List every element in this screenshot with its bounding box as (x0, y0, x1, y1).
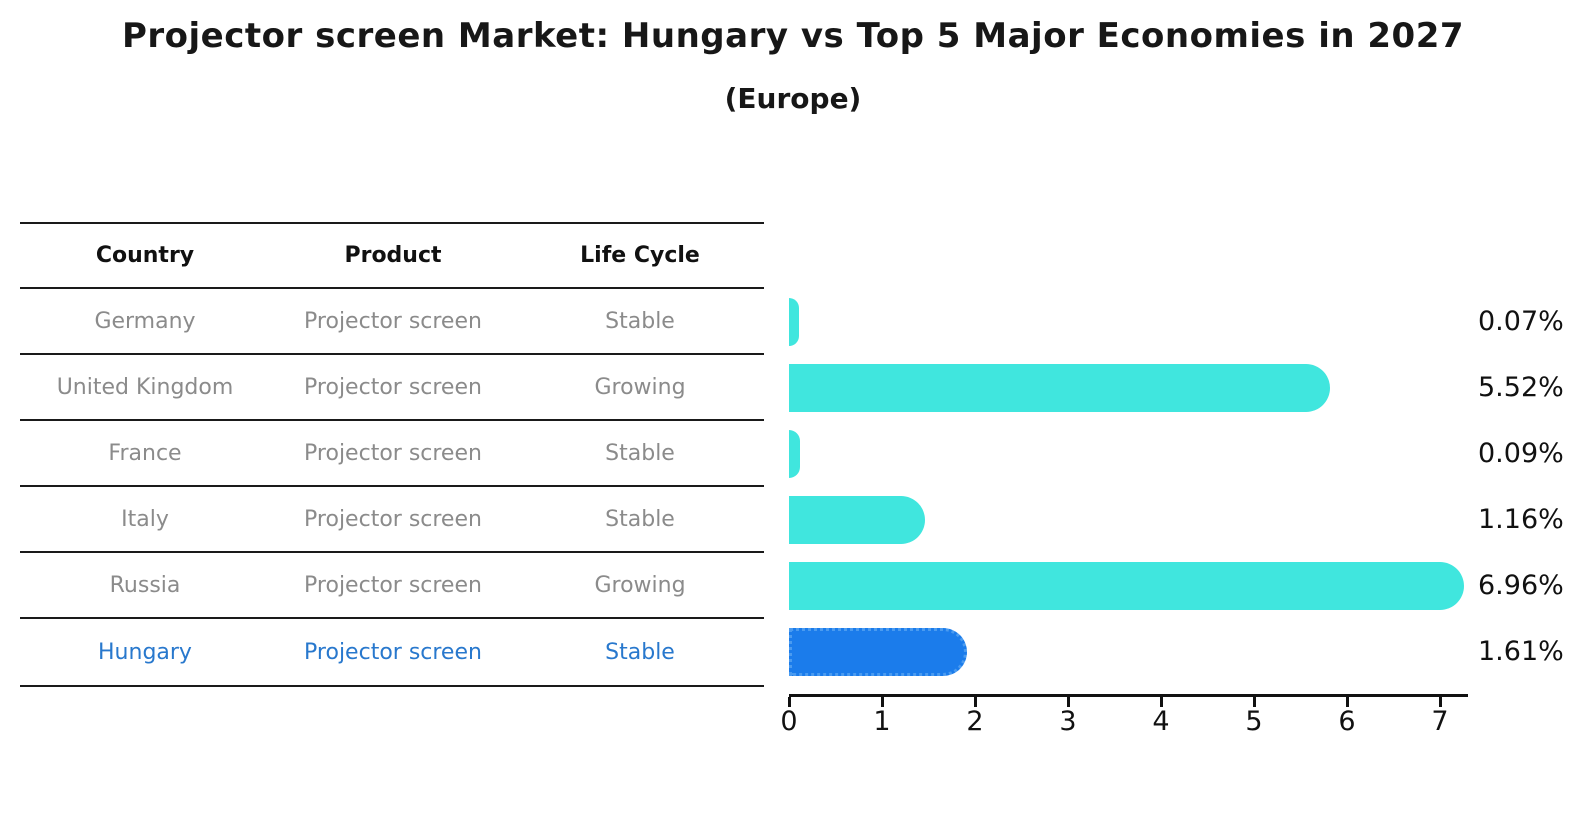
x-axis-tick (1346, 697, 1349, 707)
table-cell-country: Hungary (98, 639, 192, 665)
table-row: France Projector screen Stable (20, 421, 764, 487)
bar-value-label: 1.61% (1478, 636, 1564, 667)
bar-germany (789, 298, 799, 346)
bar-value-label: 1.16% (1478, 504, 1564, 535)
table-cell-country: United Kingdom (56, 374, 234, 400)
table-header-country: Country (95, 243, 195, 268)
x-axis-tick-label: 5 (1245, 706, 1263, 737)
x-axis-tick (1160, 697, 1163, 707)
table-cell-life-cycle: Stable (605, 440, 675, 466)
table-row: Germany Projector screen Stable (20, 289, 764, 355)
table-cell-life-cycle: Growing (594, 572, 686, 598)
table-cell-life-cycle: Stable (605, 639, 675, 665)
x-axis-line (789, 694, 1468, 697)
country-table: Country Product Life Cycle Germany Projec… (20, 222, 764, 687)
x-axis-tick-label: 4 (1152, 706, 1170, 737)
table-row: United Kingdom Projector screen Growing (20, 355, 764, 421)
table-header-row: Country Product Life Cycle (20, 224, 764, 289)
table-cell-life-cycle: Growing (594, 374, 686, 400)
table-cell-country: Russia (109, 572, 181, 598)
x-axis-tick (1067, 697, 1070, 707)
chart-title: Projector screen Market: Hungary vs Top … (121, 16, 1465, 56)
table-cell-country: Italy (121, 506, 169, 532)
bar-italy (789, 496, 925, 544)
table-row: Hungary Projector screen Stable (20, 619, 764, 685)
table-row: Italy Projector screen Stable (20, 487, 764, 553)
table-cell-product: Projector screen (304, 440, 482, 466)
table-cell-product: Projector screen (304, 374, 482, 400)
bar-value-label: 5.52% (1478, 372, 1564, 403)
x-axis-tick-label: 7 (1431, 706, 1449, 737)
bar-value-label: 0.09% (1478, 438, 1564, 469)
table-cell-country: Germany (94, 308, 196, 334)
bar-france (789, 430, 800, 478)
x-axis-tick (974, 697, 977, 707)
x-axis-tick (788, 697, 791, 707)
table-cell-product: Projector screen (304, 639, 482, 665)
chart-subtitle: (Europe) (724, 82, 862, 115)
table-cell-life-cycle: Stable (605, 506, 675, 532)
table-header-product: Product (344, 243, 442, 268)
bar-united-kingdom (789, 364, 1330, 412)
x-axis-tick-label: 1 (873, 706, 891, 737)
bar-value-label: 0.07% (1478, 306, 1564, 337)
x-axis-tick-label: 2 (966, 706, 984, 737)
table-cell-product: Projector screen (304, 308, 482, 334)
x-axis-tick (1439, 697, 1442, 707)
table-cell-country: France (108, 440, 182, 466)
table-cell-product: Projector screen (304, 506, 482, 532)
x-axis-tick (1253, 697, 1256, 707)
x-axis-tick-label: 3 (1059, 706, 1077, 737)
x-axis-tick-label: 0 (780, 706, 798, 737)
x-axis-tick-label: 6 (1338, 706, 1356, 737)
bar-value-label: 6.96% (1478, 570, 1564, 601)
table-header-life-cycle: Life Cycle (580, 243, 700, 268)
bar-hungary (789, 628, 967, 676)
x-axis-tick (881, 697, 884, 707)
table-cell-product: Projector screen (304, 572, 482, 598)
table-row: Russia Projector screen Growing (20, 553, 764, 619)
bar-russia (789, 562, 1464, 610)
table-cell-life-cycle: Stable (605, 308, 675, 334)
